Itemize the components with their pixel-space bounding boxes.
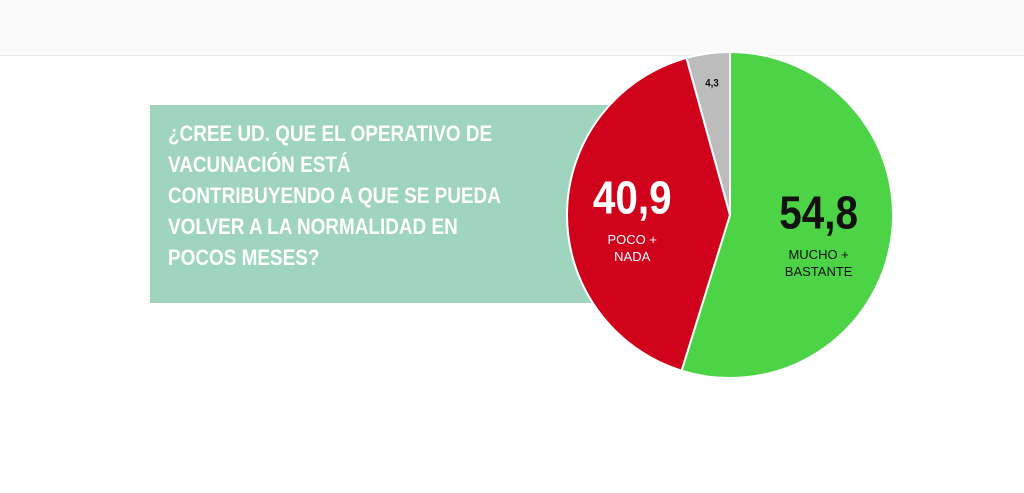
header-band <box>0 0 1024 56</box>
question-box <box>150 105 615 303</box>
pie-slice <box>685 50 731 216</box>
category-label: POCO + NADA <box>607 232 657 265</box>
category-label: MUCHO + BASTANTE <box>784 247 853 280</box>
category-label-box: MUCHO + BASTANTE <box>784 247 853 280</box>
pie-slice <box>566 56 732 372</box>
value-label: 4,3 <box>705 78 719 90</box>
value-label: 40,9 <box>593 173 672 224</box>
chart-title: ¿CREE UD. QUE EL OPERATIVO DE VACUNACIÓN… <box>168 121 501 270</box>
category-label-box: POCO + NADA <box>607 232 657 265</box>
value-label: 54,8 <box>779 188 858 239</box>
pie-slice <box>680 50 894 379</box>
